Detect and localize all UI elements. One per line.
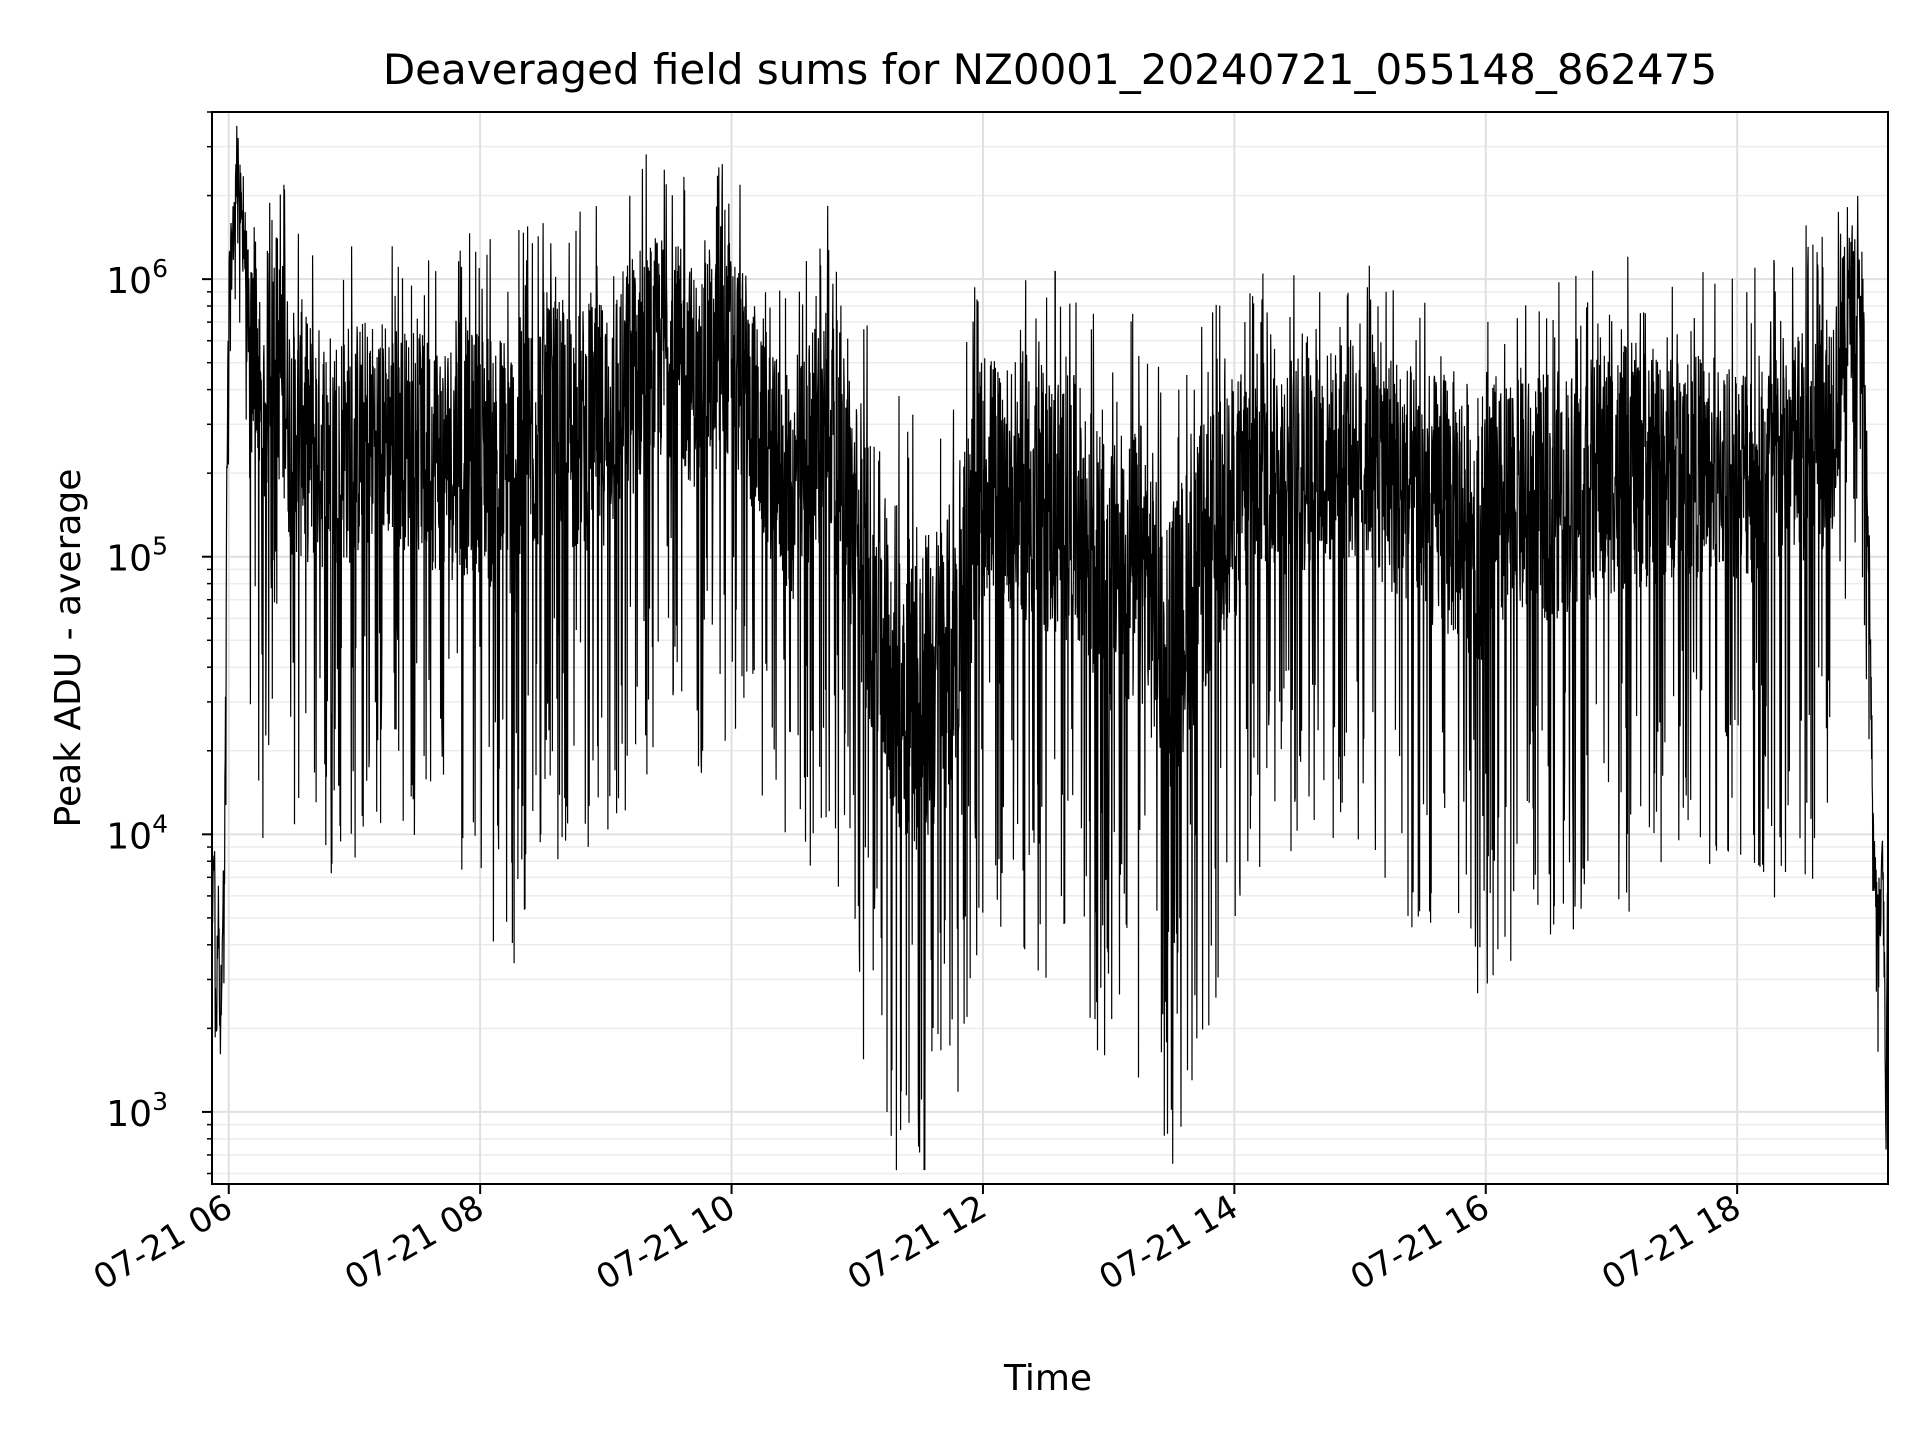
y-tick-label: 104: [106, 809, 168, 857]
y-tick-label-mantissa: 10: [106, 816, 152, 857]
series-line: [211, 125, 1889, 1171]
x-tick-label: 07-21 14: [1092, 1187, 1244, 1298]
y-tick-label-mantissa: 10: [106, 539, 152, 580]
y-axis-label: Peak ADU - average: [48, 469, 89, 828]
y-tick-label-exponent: 5: [152, 532, 168, 561]
x-tick-label: 07-21 06: [87, 1187, 239, 1298]
plot-frame: [211, 111, 1889, 1185]
x-axis-label: Time: [1003, 1358, 1092, 1399]
x-tick-label: 07-21 10: [590, 1187, 742, 1298]
y-tick-label-exponent: 3: [152, 1087, 168, 1116]
series-layer: [211, 125, 1889, 1171]
y-tick-label-mantissa: 10: [106, 261, 152, 302]
y-tick-label-mantissa: 10: [106, 1094, 152, 1135]
chart-title: Deaveraged field sums for NZ0001_2024072…: [383, 45, 1717, 94]
y-tick-label: 106: [106, 254, 168, 302]
x-tick-label: 07-21 12: [841, 1187, 993, 1298]
y-tick-label-exponent: 6: [152, 254, 168, 283]
y-tick-label: 105: [106, 532, 168, 580]
x-tick-label: 07-21 16: [1344, 1187, 1496, 1298]
y-tick-label: 103: [106, 1087, 168, 1135]
y-tick-label-exponent: 4: [152, 809, 168, 838]
x-tick-label: 07-21 18: [1595, 1187, 1747, 1298]
x-tick-label: 07-21 08: [338, 1187, 490, 1298]
